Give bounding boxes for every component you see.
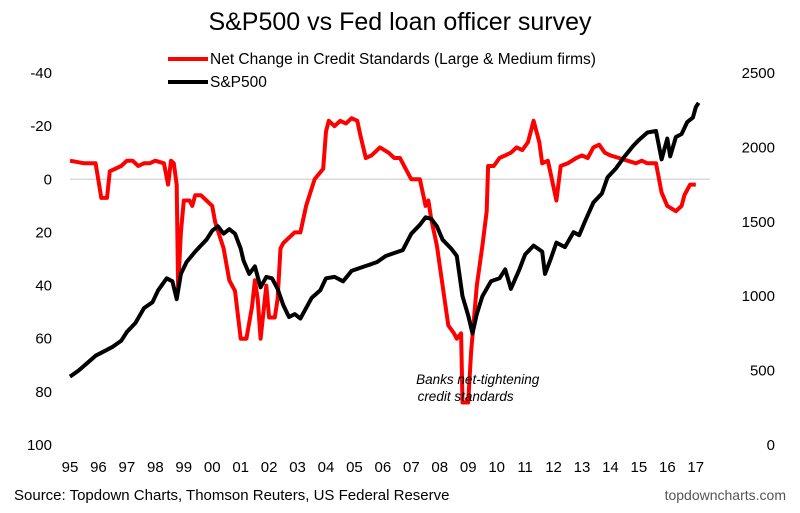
- x-tick-label: 04: [318, 459, 335, 476]
- left-axis: -40 -20 0 20 40 60 80 100: [27, 65, 52, 454]
- source-note: Source: Topdown Charts, Thomson Reuters,…: [14, 487, 449, 504]
- left-tick-label: 40: [35, 278, 52, 295]
- left-tick-label: -20: [30, 118, 52, 135]
- x-tick-label: 99: [175, 459, 192, 476]
- series-line-credit-standards: [69, 116, 696, 405]
- right-tick-label: 1000: [742, 288, 775, 305]
- left-tick-label: 20: [35, 224, 52, 241]
- legend-label-credit: Net Change in Credit Standards (Large & …: [210, 51, 596, 68]
- right-tick-label: 500: [750, 363, 775, 380]
- x-tick-label: 06: [375, 459, 392, 476]
- x-tick-label: 96: [90, 459, 107, 476]
- brand-watermark[interactable]: topdowncharts.com: [665, 487, 786, 503]
- right-tick-label: 2500: [742, 65, 775, 82]
- x-tick-label: 15: [631, 459, 648, 476]
- x-tick-label: 12: [545, 459, 562, 476]
- x-tick-label: 08: [431, 459, 448, 476]
- x-tick-label: 98: [147, 459, 164, 476]
- x-tick-label: 09: [460, 459, 477, 476]
- right-tick-label: 2000: [742, 139, 775, 156]
- annotation: Banks net-tightening credit standards: [416, 372, 543, 404]
- x-tick-label: 02: [261, 459, 278, 476]
- x-tick-label: 17: [687, 459, 704, 476]
- x-tick-label: 97: [119, 459, 136, 476]
- left-tick-label: 100: [27, 437, 52, 454]
- annotation-line-2: credit standards: [418, 389, 514, 404]
- x-tick-label: 01: [232, 459, 249, 476]
- left-tick-label: 60: [35, 331, 52, 348]
- x-tick-label: 14: [602, 459, 619, 476]
- x-tick-label: 13: [574, 459, 591, 476]
- legend: Net Change in Credit Standards (Large & …: [168, 51, 596, 91]
- x-tick-label: 03: [289, 459, 306, 476]
- right-tick-label: 0: [767, 437, 775, 454]
- x-tick-label: 05: [346, 459, 363, 476]
- chart-title: S&P500 vs Fed loan officer survey: [208, 8, 592, 36]
- x-tick-label: 11: [517, 459, 533, 476]
- right-axis: 2500 2000 1500 1000 500 0: [742, 65, 775, 454]
- legend-label-sp500: S&P500: [210, 74, 267, 91]
- x-axis: 95 96 97 98 99 00 01 02 03 04 05 06 07 08 09 10 11 12 13 14…: [62, 459, 704, 476]
- left-tick-label: 0: [44, 171, 52, 188]
- x-tick-label: 07: [403, 459, 420, 476]
- x-tick-label: 16: [659, 459, 676, 476]
- x-tick-label: 00: [204, 459, 221, 476]
- left-tick-label: -40: [30, 65, 52, 82]
- series-line-sp500: [68, 101, 701, 379]
- x-tick-label: 10: [488, 459, 505, 476]
- left-tick-label: 80: [35, 384, 52, 401]
- x-tick-label: 95: [62, 459, 79, 476]
- right-tick-label: 1500: [742, 214, 775, 231]
- annotation-line-1: Banks net-tightening: [416, 372, 540, 387]
